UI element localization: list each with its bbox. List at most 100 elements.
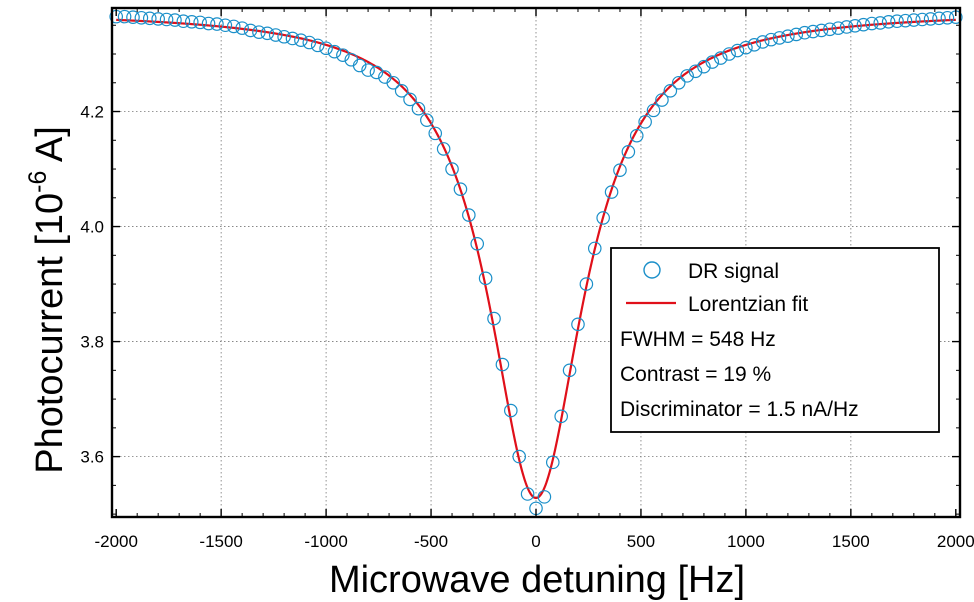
dr-signal-point xyxy=(210,17,224,31)
dr-signal-point xyxy=(520,487,535,501)
dr-signal-point xyxy=(856,17,871,32)
dr-signal-point xyxy=(394,84,409,98)
dr-signal-point xyxy=(243,23,258,38)
y-tick-label: 3.6 xyxy=(80,448,104,467)
dr-signal-point xyxy=(772,31,787,45)
y-tick-label: 3.8 xyxy=(80,333,104,352)
dr-signal-point xyxy=(646,103,661,118)
dr-signal-point xyxy=(831,21,846,35)
plot-frame xyxy=(110,6,962,519)
dr-signal-point xyxy=(571,317,585,332)
dr-signal-point xyxy=(940,10,955,25)
dr-signal-point xyxy=(436,142,451,156)
dr-signal-point xyxy=(806,24,820,39)
dr-signal-point xyxy=(814,23,829,38)
dr-signal-point xyxy=(881,14,896,29)
dr-signal-point xyxy=(755,35,770,49)
dr-signal-point xyxy=(764,32,778,47)
dr-signal-point xyxy=(235,21,249,35)
dr-signal-point xyxy=(596,211,610,225)
legend-dr-signal-label: DR signal xyxy=(688,260,779,283)
dr-signal-point xyxy=(915,12,930,27)
y-axis-title-exponent: -6 xyxy=(24,171,52,193)
y-axis-title-unit: A] xyxy=(29,126,71,170)
dr-signal-point xyxy=(260,26,275,41)
dr-signal-point xyxy=(218,18,233,33)
dr-signal-point xyxy=(193,15,207,30)
dr-signal-point xyxy=(369,65,384,80)
dr-signal-point xyxy=(604,185,619,199)
dr-signal-point xyxy=(562,363,577,378)
dr-signal-point xyxy=(613,163,627,177)
dr-signal-point xyxy=(890,14,904,29)
dr-signal-point xyxy=(403,92,417,107)
legend-lorentzian-fit-label: Lorentzian fit xyxy=(688,293,808,316)
dr-signal-point xyxy=(621,144,636,159)
dr-signal-point xyxy=(730,43,745,58)
dr-signal-point xyxy=(839,20,854,34)
dr-signal-point xyxy=(159,12,174,27)
annotation-fwhm: FWHM = 548 Hz xyxy=(620,328,776,351)
dr-signal-point xyxy=(722,47,736,61)
dr-signal-point xyxy=(680,69,694,83)
dr-signal-point xyxy=(504,403,518,418)
dr-signal-point xyxy=(252,25,266,39)
dr-signal-point xyxy=(352,58,367,73)
dr-signal-point xyxy=(663,84,678,98)
dr-signal-point xyxy=(713,51,728,65)
dr-signal-point xyxy=(495,357,510,372)
dr-signal-point xyxy=(327,44,342,59)
x-tick-label: 500 xyxy=(627,532,655,551)
annotation-contrast: Contrast = 19 % xyxy=(620,363,771,386)
x-tick-label: -500 xyxy=(414,532,448,551)
legend: DR signal Lorentzian fit FWHM = 548 Hz C… xyxy=(610,247,940,433)
dr-signal-point xyxy=(671,75,686,90)
y-axis-title: Photocurrent [10-6 A] xyxy=(24,126,71,474)
y-tick-label: 4.2 xyxy=(80,103,104,122)
dr-signal-point xyxy=(907,13,921,27)
dr-signal-point xyxy=(579,277,594,291)
y-tick-label: 4.0 xyxy=(80,218,104,237)
x-tick-label: -1500 xyxy=(199,532,242,551)
dr-signal-point xyxy=(545,455,560,470)
dr-signal-point xyxy=(554,409,568,424)
dr-signal-point xyxy=(319,41,333,56)
dr-signal-point xyxy=(848,19,862,33)
y-axis-title-main: Photocurrent [10 xyxy=(29,193,71,474)
dr-signal-point xyxy=(142,11,157,26)
dr-signal-point xyxy=(747,38,762,52)
legend-box xyxy=(610,247,940,433)
dr-signal-point xyxy=(470,237,485,251)
dr-signal-point xyxy=(537,490,552,504)
dr-signal-point xyxy=(923,12,938,26)
dr-signal-point xyxy=(386,75,401,90)
dr-signal-point xyxy=(797,25,812,40)
dr-signal-point xyxy=(638,115,652,129)
dr-signal-point xyxy=(587,241,602,256)
dr-signal-point xyxy=(361,63,375,77)
points-layer xyxy=(109,9,963,516)
dr-signal-point xyxy=(512,449,527,464)
annotation-discriminator: Discriminator = 1.5 nA/Hz xyxy=(620,398,859,421)
tick-labels: -2000 -1500 -1000 -500 0 500 1000 1500 2000 3.6 3.… xyxy=(80,103,974,551)
dr-signal-point xyxy=(134,10,149,25)
dr-signal-point xyxy=(453,182,468,196)
dr-signal-point xyxy=(428,126,443,141)
dr-signal-point xyxy=(411,101,426,116)
dr-signal-point xyxy=(898,13,913,28)
dr-signal-point xyxy=(697,59,711,74)
dr-signal-point xyxy=(873,16,888,30)
dr-signal-point xyxy=(823,22,837,37)
dr-signal-point xyxy=(445,162,459,176)
dr-signal-point xyxy=(781,29,795,43)
dr-signal-point xyxy=(285,31,300,46)
dr-signal-point xyxy=(294,33,308,48)
x-tick-label: 1000 xyxy=(727,532,765,551)
dr-signal-point xyxy=(268,28,283,42)
dr-signal-point xyxy=(478,271,493,286)
legend-dr-signal-marker xyxy=(643,261,661,279)
dr-signal-point xyxy=(302,35,317,50)
dr-signal-point xyxy=(420,113,434,127)
dr-signal-point xyxy=(629,128,644,143)
